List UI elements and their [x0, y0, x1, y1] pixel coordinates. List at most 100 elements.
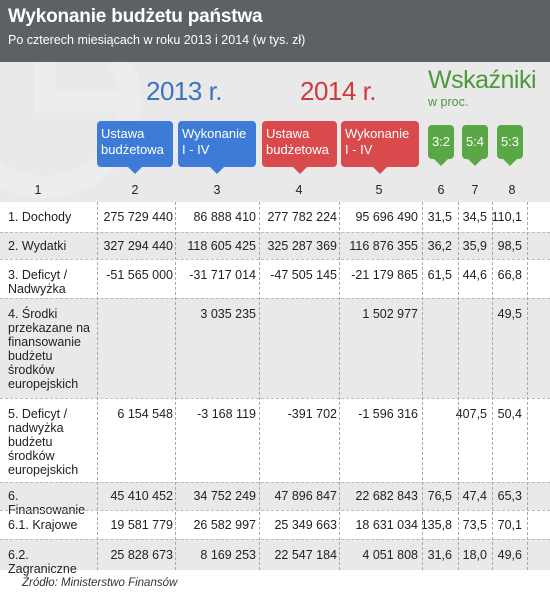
column-header-line: budżetowa: [101, 142, 164, 157]
column-divider: [97, 202, 98, 570]
column-number: 4: [295, 183, 303, 197]
row-label: 1. Dochody: [8, 210, 72, 224]
column-header-line: Ustawa: [101, 126, 145, 141]
column-number: 6: [437, 183, 445, 197]
column-header-ratio-3-2: 3:2: [428, 125, 454, 166]
table-cell: 277 782 224: [267, 210, 337, 224]
page-title: Wykonanie budżetu państwa: [8, 6, 263, 27]
watermark-logo-icon: [0, 62, 141, 198]
table-cell: 25 828 673: [110, 548, 173, 562]
table-cell: 50,4: [497, 407, 522, 421]
column-header-2014-budget: Ustawa budżetowa: [262, 121, 337, 174]
column-header-band: [0, 62, 550, 202]
column-divider: [175, 202, 176, 570]
table-cell: 61,5: [427, 268, 452, 282]
column-header-2014-execution: Wykonanie I - IV: [341, 121, 419, 174]
table-cell: 118 605 425: [187, 239, 256, 253]
table-cell: 275 729 440: [103, 210, 173, 224]
table-cell: 34,5: [462, 210, 487, 224]
row-divider: [0, 482, 550, 483]
table-row: 1. Dochody 275 729 440 86 888 410 277 782 2…: [0, 202, 550, 232]
row-divider: [0, 539, 550, 540]
column-number: 7: [471, 183, 479, 197]
table-cell: 31,5: [427, 210, 452, 224]
table-cell: -31 717 014: [189, 268, 256, 282]
table-row: 6. Finansowanie 45 410 452 34 752 249 47 89…: [0, 482, 550, 517]
table-cell: 18,0: [462, 548, 487, 562]
table-cell: 45 410 452: [110, 489, 173, 503]
column-header-line: Wykonanie: [345, 126, 410, 141]
table-row: 6.1. Krajowe 19 581 779 26 582 997 25 349 6…: [0, 510, 550, 539]
table-cell: 35,9: [462, 239, 487, 253]
table-cell: 25 349 663: [274, 518, 337, 532]
group-label-2013: 2013 r.: [146, 76, 223, 106]
table-cell: 95 696 490: [355, 210, 418, 224]
column-number: 3: [213, 183, 221, 197]
table-cell: 44,6: [462, 268, 487, 282]
column-divider: [339, 202, 340, 570]
table-cell: 98,5: [497, 239, 522, 253]
table-cell: 26 582 997: [193, 518, 256, 532]
table-cell: 327 294 440: [103, 239, 173, 253]
row-label: 5. Deficyt / nadwyżka budżetu środków eu…: [8, 407, 79, 477]
table-cell: 18 631 034: [355, 518, 418, 532]
page-subtitle: Po czterech miesiącach w roku 2013 i 201…: [8, 33, 306, 47]
table-cell: 110,1: [491, 210, 522, 224]
column-number: 5: [375, 183, 383, 197]
column-divider: [527, 202, 528, 570]
table-cell: 135,8: [420, 518, 452, 532]
column-header-2013-execution: Wykonanie I - IV: [178, 121, 256, 174]
group-label-indicators-unit: w proc.: [428, 95, 469, 109]
table-row: 5. Deficyt / nadwyżka budżetu środków eu…: [0, 398, 550, 482]
table-cell: 116 876 355: [349, 239, 418, 253]
table-cell: 19 581 779: [110, 518, 173, 532]
column-number: 2: [131, 183, 139, 197]
table-cell: 1 502 977: [362, 307, 418, 321]
table-cell: -1 596 316: [358, 407, 418, 421]
column-header-2013-budget: Ustawa budżetowa: [97, 121, 173, 174]
table-cell: 22 682 843: [355, 489, 418, 503]
table-cell: 49,6: [497, 548, 522, 562]
column-header-line: I - IV: [345, 142, 373, 157]
table-cell: -51 565 000: [106, 268, 173, 282]
table-cell: 65,3: [497, 489, 522, 503]
column-divider: [259, 202, 260, 570]
table-row: 3. Deficyt / Nadwyżka -51 565 000 -31 717 …: [0, 259, 550, 298]
table-cell: 47 896 847: [274, 489, 337, 503]
row-label: 6.1. Krajowe: [8, 518, 78, 532]
row-divider: [0, 510, 550, 511]
column-header-line: Ustawa: [266, 126, 310, 141]
table-cell: -3 168 119: [197, 407, 256, 421]
table-cell: 6 154 548: [117, 407, 173, 421]
column-number: 8: [508, 183, 516, 197]
row-label: 2. Wydatki: [8, 239, 67, 253]
table-cell: 3 035 235: [200, 307, 256, 321]
column-header-ratio-5-4: 5:4: [462, 125, 488, 166]
group-label-indicators: Wskaźniki: [428, 66, 537, 94]
table-cell: 325 287 369: [267, 239, 337, 253]
column-divider: [492, 202, 493, 570]
table-cell: 73,5: [462, 518, 487, 532]
table-cell: 31,6: [427, 548, 452, 562]
table-cell: 8 169 253: [200, 548, 256, 562]
table-cell: 22 547 184: [274, 548, 337, 562]
header-band: Wykonanie budżetu państwa Po czterech mi…: [0, 0, 550, 62]
table-cell: -391 702: [287, 407, 337, 421]
group-label-2014: 2014 r.: [300, 76, 377, 106]
column-header-ratio-5-3: 5:3: [497, 125, 523, 166]
row-divider: [0, 298, 550, 299]
table-cell: 34 752 249: [193, 489, 256, 503]
table-row: 4. Środki przekazane na finansowanie bud…: [0, 298, 550, 398]
row-label: 6.2. Zagraniczne: [8, 548, 77, 576]
column-header-line: Wykonanie: [182, 126, 247, 141]
table-cell: -21 179 865: [351, 268, 418, 282]
table-cell: 86 888 410: [193, 210, 256, 224]
table-cell: 36,2: [427, 239, 452, 253]
column-divider: [422, 202, 423, 570]
table-cell: 76,5: [427, 489, 452, 503]
row-divider: [0, 398, 550, 399]
table-cell: -47 505 145: [270, 268, 337, 282]
table-cell: 47,4: [462, 489, 487, 503]
column-number: 1: [34, 183, 42, 197]
